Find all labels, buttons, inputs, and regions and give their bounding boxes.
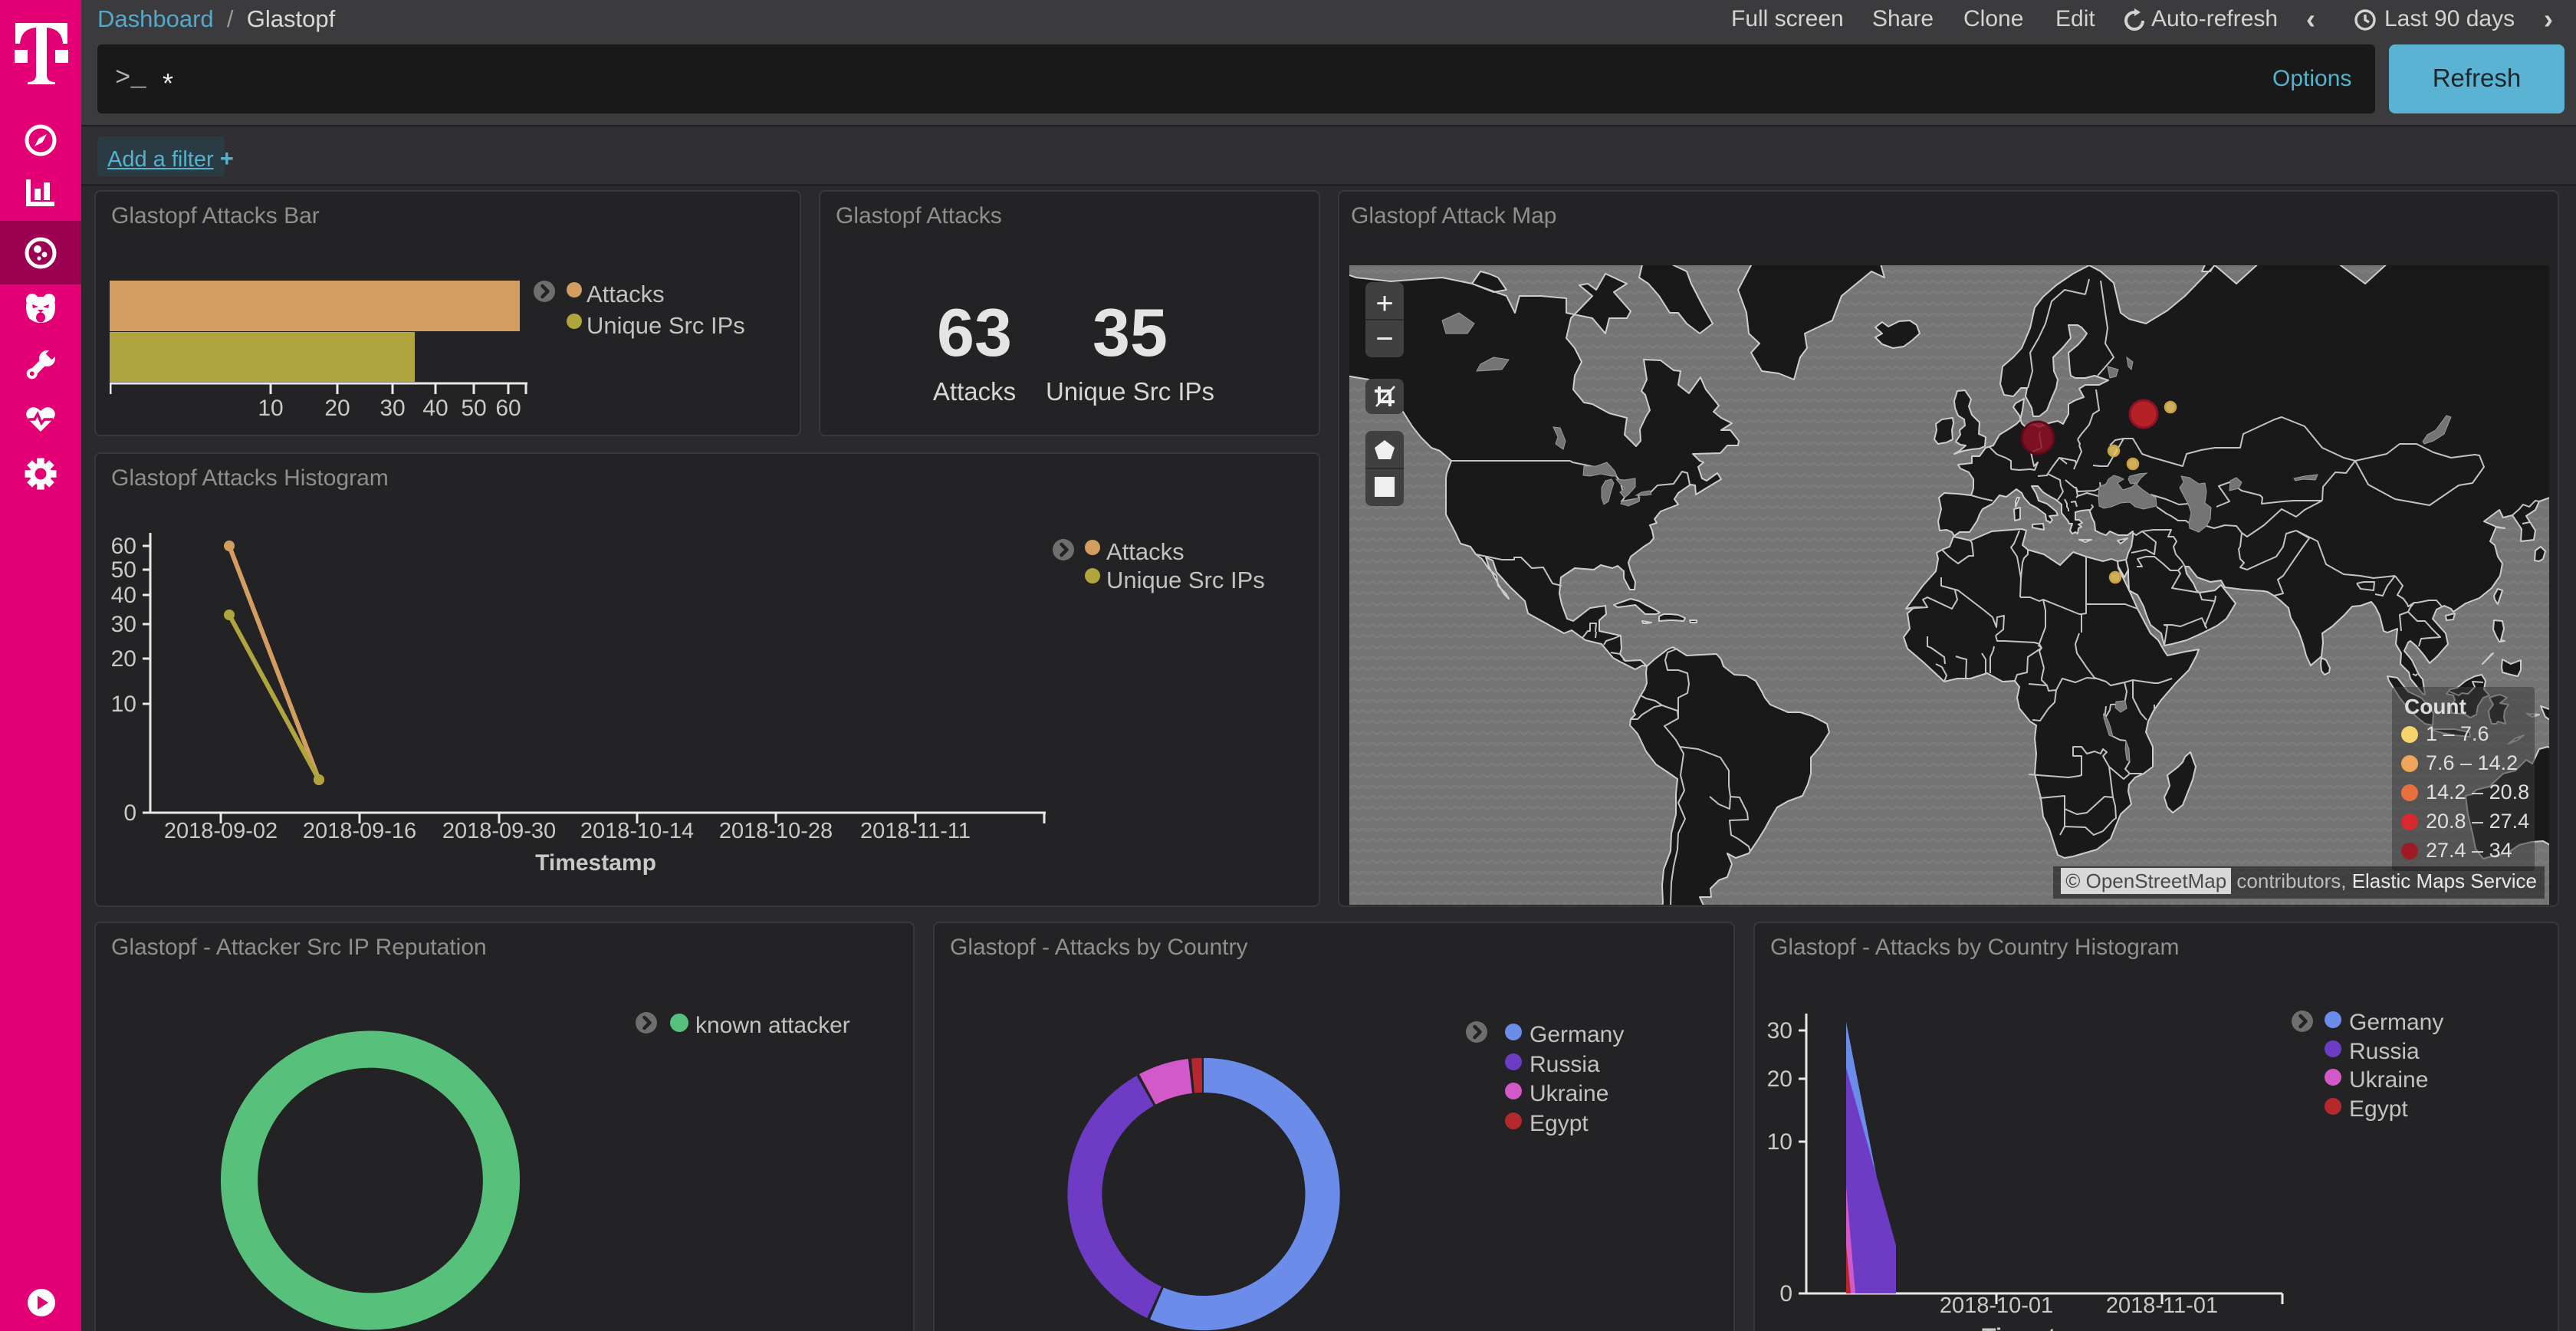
svg-text:2018-09-02: 2018-09-02 [164, 819, 278, 843]
svg-text:60: 60 [111, 534, 136, 559]
svg-text:2018-10-28: 2018-10-28 [719, 819, 833, 843]
svg-text:30: 30 [1767, 1018, 1792, 1043]
svg-text:2018-10-01: 2018-10-01 [1940, 1293, 2053, 1318]
svg-text:2018-10-14: 2018-10-14 [580, 819, 694, 843]
svg-text:Timestamp: Timestamp [535, 850, 656, 876]
svg-text:2018-09-30: 2018-09-30 [442, 819, 556, 843]
svg-text:2018-11-11: 2018-11-11 [860, 819, 971, 843]
svg-text:30: 30 [111, 612, 136, 637]
svg-text:20: 20 [1767, 1066, 1792, 1092]
svg-text:0: 0 [123, 800, 136, 826]
svg-text:20: 20 [111, 646, 136, 672]
svg-text:2018-09-16: 2018-09-16 [303, 819, 416, 843]
svg-text:10: 10 [1767, 1129, 1792, 1155]
svg-text:50: 50 [111, 557, 136, 583]
svg-text:Timestamp: Timestamp [1982, 1324, 2103, 1331]
svg-text:10: 10 [111, 692, 136, 717]
svg-text:0: 0 [1779, 1281, 1792, 1306]
svg-text:2018-11-01: 2018-11-01 [2106, 1293, 2218, 1318]
svg-text:40: 40 [111, 583, 136, 608]
